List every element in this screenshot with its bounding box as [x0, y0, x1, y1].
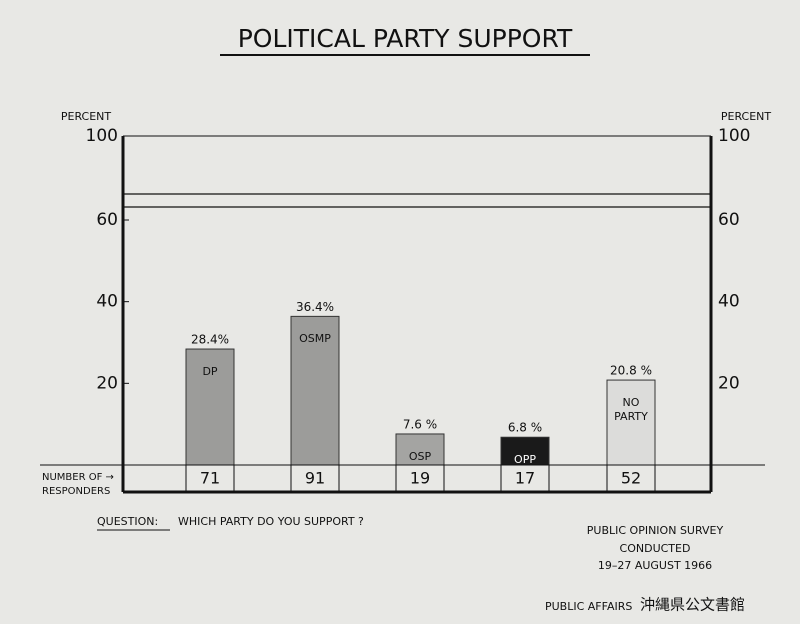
responders-cell: [290, 464, 340, 493]
category-label: NO PARTY: [614, 396, 648, 424]
responders-cell: [185, 464, 235, 493]
source: CONDUCTED: [620, 542, 691, 555]
responders-value: 52: [621, 469, 641, 488]
value-label: 28.4%: [191, 333, 229, 347]
axis-break: [122, 193, 711, 201]
y2-tick-label: 40: [718, 292, 740, 312]
category-label: OSP: [408, 449, 432, 463]
y-tick-label: 100: [86, 126, 118, 146]
value-label: 36.4%: [296, 300, 334, 314]
category-label: OPP: [514, 453, 536, 467]
category-label: OSMP: [299, 332, 331, 346]
responders-cell: [395, 464, 445, 493]
bar: [395, 433, 445, 466]
category-label-box: OSMP: [299, 332, 331, 346]
bar: [290, 315, 340, 466]
y-tick-label: 60: [96, 210, 118, 230]
y2-label: PERCENT: [721, 110, 772, 123]
category-label-box: OSP: [408, 449, 432, 463]
footer: PUBLIC AFFAIRS: [545, 600, 632, 613]
question: WHICH PARTY DO YOU SUPPORT ?: [178, 515, 364, 528]
y-label: PERCENT: [61, 110, 112, 123]
question-label: QUESTION:: [97, 515, 158, 528]
responders-label: RESPONDERS: [42, 486, 110, 497]
responders-value: 19: [410, 469, 430, 488]
bar: [606, 379, 656, 466]
value-label: 20.8 %: [610, 364, 652, 378]
watermark: 沖縄県公文書館: [640, 596, 745, 614]
y-tick-label: 20: [96, 373, 118, 393]
y2-tick-label: 100: [718, 126, 750, 146]
source: 19–27 AUGUST 1966: [598, 559, 712, 572]
category-label-box: DP: [202, 365, 218, 379]
responders-label: NUMBER OF →: [42, 472, 114, 483]
category-label: DP: [202, 365, 218, 379]
bar: [185, 348, 235, 466]
y2-tick-label: 20: [718, 373, 740, 393]
responders-value: 91: [305, 469, 325, 488]
source: PUBLIC OPINION SURVEY: [587, 524, 724, 537]
responders-cell: [500, 464, 550, 493]
category-label-box: NO PARTY: [614, 396, 648, 424]
chart-title: POLITICAL PARTY SUPPORT: [238, 24, 573, 53]
axis-break: [122, 206, 711, 214]
y2-tick-label: 60: [718, 210, 740, 230]
value-label: 6.8 %: [508, 421, 542, 435]
responders-value: 17: [515, 469, 535, 488]
responders-value: 71: [200, 469, 220, 488]
value-label: 7.6 %: [403, 417, 437, 431]
responders-cell: [606, 464, 656, 493]
category-label-box: OPP: [514, 453, 536, 467]
y-tick-label: 40: [96, 292, 118, 312]
bar: [500, 436, 550, 466]
